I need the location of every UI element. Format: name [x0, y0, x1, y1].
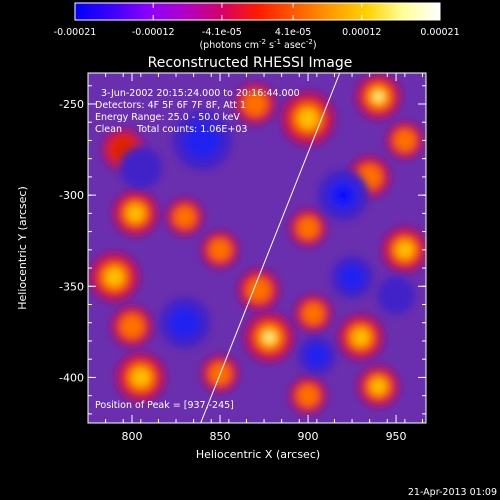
emission-blob [243, 311, 295, 363]
emission-blob [237, 268, 280, 312]
y-tick-label: -350 [59, 280, 84, 293]
emission-blob [355, 73, 402, 120]
peak-position-annotation: Position of Peak = [937,-245] [95, 400, 234, 411]
negative-blob [330, 256, 374, 299]
negative-blob [377, 276, 416, 315]
emission-blob [337, 314, 385, 361]
colorbar-tick-label: -0.00021 [54, 27, 97, 38]
x-tick-label: 950 [386, 430, 407, 443]
x-tick-label: 800 [122, 430, 143, 443]
heatmap-image [89, 73, 426, 415]
emission-blob [381, 226, 426, 274]
emission-blob [289, 376, 328, 415]
footer-date: 21-Apr-2013 01:09 [408, 487, 497, 498]
colorbar [74, 2, 441, 21]
emission-blob [280, 91, 336, 147]
y-tick-label: -400 [59, 371, 84, 384]
clean-counts-annotation: Clean Total counts: 1.06E+03 [95, 124, 247, 135]
colorbar-unit-label: (photons cm-2 s-1 asec-2) [199, 38, 316, 51]
colorbar-tick-label: 4.1e-05 [275, 27, 311, 38]
colorbar-tick-label: 0.00012 [342, 27, 381, 38]
emission-blob [165, 197, 204, 237]
colorbar-ticks: -0.00021 -0.00012 -4.1e-05 4.1e-05 0.00012 0.… [54, 3, 460, 38]
x-axis-label: Heliocentric X (arcsec) [196, 448, 320, 461]
negative-blob [317, 169, 369, 221]
chart-title: Reconstructed RHESSI Image [148, 55, 353, 71]
detectors-annotation: Detectors: 4F 5F 6F 7F 8F, Att 1 [95, 100, 246, 111]
emission-blob [112, 190, 159, 237]
y-axis-label: Heliocentric Y (arcsec) [16, 186, 29, 310]
y-tick-label: -250 [59, 98, 84, 111]
emission-blob [201, 230, 240, 269]
emission-blob [89, 251, 140, 303]
colorbar-tick-label: -4.1e-05 [202, 27, 242, 38]
emission-blob [115, 352, 167, 403]
emission-blob [234, 82, 277, 126]
negative-blob [119, 146, 162, 189]
axes: 800 850 900 950 -250 -300 -350 -400 [59, 73, 426, 443]
emission-blob [289, 208, 328, 247]
emission-blob [385, 121, 424, 160]
negative-blob [172, 110, 233, 171]
emission-blob [110, 305, 154, 348]
emission-blob [357, 365, 400, 408]
plot-frame [87, 72, 427, 424]
energy-range-annotation: Energy Range: 25.0 - 50.0 keV [95, 112, 240, 123]
negative-blob [159, 297, 211, 349]
time-range-annotation: 3-Jun-2002 20:15:24.000 to 20:16:44.000 [101, 88, 300, 99]
y-tick-label: -300 [59, 189, 84, 202]
colorbar-tick-label: -0.00012 [132, 27, 175, 38]
emission-blob [294, 294, 333, 333]
x-tick-label: 850 [210, 430, 231, 443]
solar-limb-line [200, 73, 341, 423]
x-tick-label: 900 [298, 430, 319, 443]
colorbar-tick-label: 0.00021 [420, 27, 459, 38]
negative-blob [297, 336, 336, 375]
